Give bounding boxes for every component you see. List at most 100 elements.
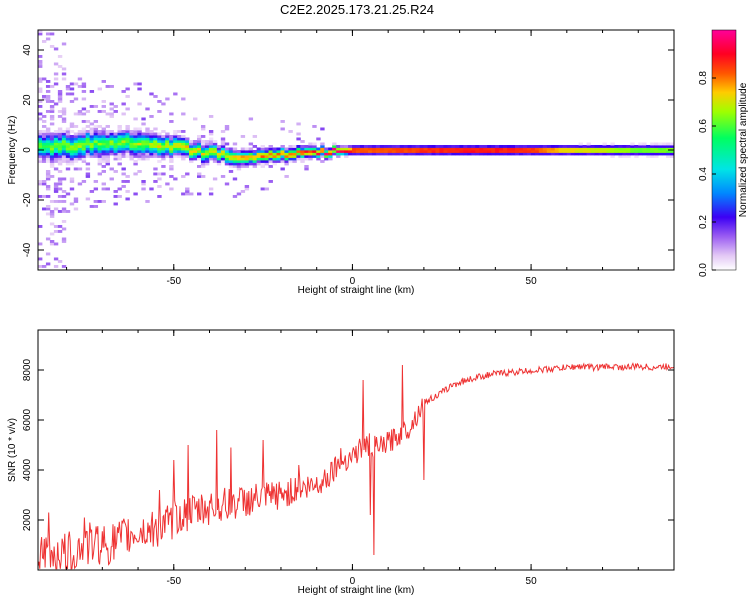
heatmap-cell (515, 152, 520, 156)
heatmap-cell (173, 132, 178, 136)
heatmap-cell (89, 105, 95, 108)
heatmap-cell (93, 145, 99, 148)
heatmap-cell (300, 155, 305, 158)
heatmap-cell (137, 82, 142, 86)
heatmap-cell (232, 150, 238, 153)
heatmap-cell (662, 150, 667, 153)
heatmap-cell (423, 150, 428, 153)
heatmap-cell (81, 107, 87, 111)
spectrogram-ytick-label: -40 (22, 242, 33, 257)
heatmap-cell (379, 145, 385, 148)
heatmap-cell (507, 147, 512, 151)
heatmap-cell (81, 145, 87, 148)
heatmap-cell (101, 182, 106, 186)
heatmap-cell (240, 160, 246, 163)
heatmap-cell (260, 165, 265, 168)
heatmap-cell (133, 142, 138, 146)
heatmap-cell (177, 130, 182, 133)
heatmap-cell (526, 150, 532, 153)
heatmap-cell (169, 140, 174, 143)
heatmap-cell (419, 145, 424, 148)
heatmap-cell (49, 122, 55, 126)
heatmap-cell (129, 140, 134, 143)
heatmap-cell (626, 150, 631, 153)
heatmap-cell (240, 155, 246, 158)
heatmap-cell (45, 140, 51, 143)
heatmap-cell (236, 192, 242, 196)
heatmap-cell (399, 145, 405, 148)
heatmap-cell (145, 132, 150, 136)
heatmap-cell (300, 152, 305, 156)
heatmap-cell (145, 145, 150, 148)
heatmap-cell (570, 147, 576, 151)
heatmap-cell (65, 142, 71, 146)
heatmap-cell (173, 142, 178, 146)
heatmap-cell (212, 160, 218, 163)
heatmap-cell (300, 157, 305, 161)
heatmap-cell (538, 147, 544, 151)
heatmap-cell (359, 145, 365, 148)
heatmap-cell (45, 175, 51, 178)
heatmap-cell (312, 152, 317, 156)
heatmap-cell (483, 150, 488, 153)
heatmap-cell (193, 152, 198, 156)
heatmap-cell (97, 160, 103, 163)
heatmap-cell (129, 155, 134, 158)
heatmap-cell (332, 142, 337, 146)
spectrogram-ytick-label: 20 (22, 94, 33, 106)
heatmap-cell (77, 147, 83, 151)
heatmap-cell (45, 97, 51, 101)
heatmap-cell (73, 142, 79, 146)
heatmap-cell (85, 172, 91, 176)
heatmap-cell (256, 155, 262, 158)
heatmap-cell (53, 225, 59, 228)
heatmap-cell (252, 160, 258, 163)
heatmap-cell (272, 152, 277, 156)
heatmap-cell (228, 150, 234, 153)
heatmap-cell (129, 157, 134, 161)
heatmap-cell (578, 142, 583, 146)
heatmap-cell (336, 150, 341, 153)
heatmap-cell (244, 152, 250, 156)
heatmap-cell (173, 147, 178, 151)
heatmap-cell (38, 87, 43, 91)
heatmap-cell (57, 65, 63, 68)
heatmap-cell (77, 150, 83, 153)
heatmap-cell (65, 87, 71, 91)
heatmap-cell (49, 32, 55, 36)
heatmap-cell (220, 160, 226, 163)
heatmap-cell (208, 130, 214, 133)
heatmap-cell (208, 142, 214, 146)
heatmap-cell (204, 162, 210, 166)
heatmap-cell (487, 145, 492, 148)
heatmap-cell (399, 147, 405, 151)
heatmap-cell (288, 147, 293, 151)
heatmap-cell (57, 130, 63, 133)
heatmap-cell (97, 200, 103, 203)
heatmap-cell (284, 155, 289, 158)
heatmap-cell (113, 150, 118, 153)
snr-ticks: -50 0 50 2000 4000 6000 8000 (22, 330, 675, 587)
heatmap-cell (252, 157, 258, 161)
heatmap-cell (228, 165, 234, 168)
heatmap-cell (89, 142, 95, 146)
heatmap-cell (507, 152, 512, 156)
heatmap-cell (49, 135, 55, 138)
heatmap-cell (49, 210, 55, 213)
heatmap-cell (53, 187, 59, 191)
heatmap-cell (61, 240, 67, 243)
heatmap-cell (133, 135, 138, 138)
heatmap-cell (69, 162, 75, 166)
heatmap-cell (356, 152, 361, 156)
heatmap-cell (89, 127, 95, 131)
spectrogram-panel: -50 0 50 -40 -20 0 20 40 Height of straight lin… (7, 29, 675, 296)
heatmap-cell (49, 162, 55, 166)
heatmap-cell (371, 147, 377, 151)
heatmap-cell (41, 77, 47, 81)
heatmap-cell (53, 152, 59, 156)
heatmap-cell (407, 150, 413, 153)
heatmap-cell (85, 135, 91, 138)
heatmap-cell (77, 85, 83, 88)
heatmap-cell (216, 155, 222, 158)
heatmap-cell (530, 152, 536, 156)
